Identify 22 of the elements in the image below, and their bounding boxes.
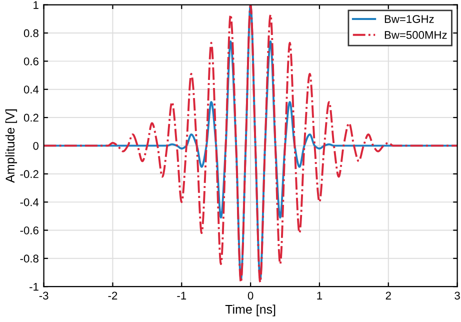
y-tick-label: -1 (30, 282, 38, 291)
y-tick-label: -0.2 (20, 170, 38, 178)
y-tick-label: 1 (34, 1, 38, 9)
legend-label: Bw=1GHz (384, 15, 434, 23)
y-tick-label: -0.6 (20, 226, 38, 234)
y-tick-label: 0.6 (24, 57, 38, 66)
y-tick-label: -0.8 (20, 254, 38, 263)
x-axis-title: Time [ns] (225, 304, 276, 316)
x-tick-label: 1 (317, 292, 322, 300)
y-tick-label: 0.2 (24, 114, 38, 122)
x-tick-label: 3 (454, 292, 460, 300)
y-tick-label: 0.8 (24, 29, 38, 38)
x-tick-label: 0 (248, 292, 254, 300)
y-tick-label: 0 (33, 142, 38, 150)
y-tick-label: 0.4 (24, 86, 39, 94)
legend-label: Bw=500MHz (384, 31, 447, 39)
x-tick-label: -1 (177, 292, 186, 300)
x-tick-label: -2 (108, 292, 118, 300)
y-tick-label: -0.4 (20, 198, 39, 206)
x-tick-label: -3 (39, 292, 48, 300)
y-axis-title: Amplitude [V] (5, 109, 18, 183)
x-tick-label: 2 (386, 292, 391, 300)
